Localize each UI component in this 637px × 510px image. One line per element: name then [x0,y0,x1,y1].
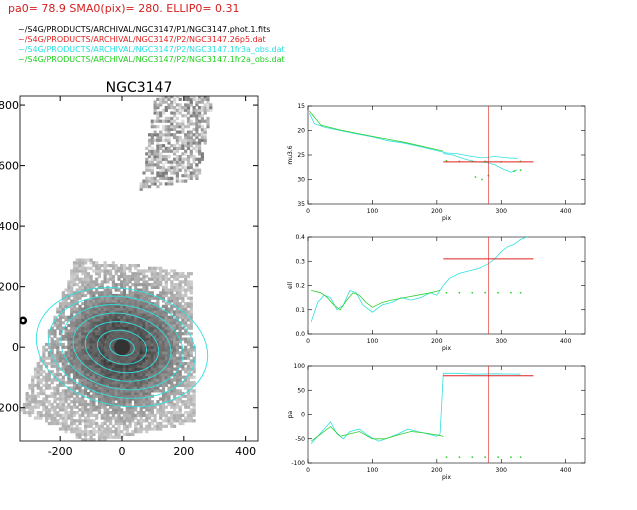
image-ytick-label: 800 [0,99,19,112]
profile-pa-series [310,372,522,459]
file-line-26p5: ~/S4G/PRODUCTS/ARCHIVAL/NGC3147/P2/NGC31… [18,35,266,44]
profile-mu36-xtick-label: 400 [560,208,572,215]
profile-mu36-xtick-label: 100 [367,208,379,215]
profile-pa-ylabel: pa [287,410,294,418]
profile-mu36-ylabel: mu3.6 [287,145,294,164]
profile-ell-point [510,291,512,294]
profile-mu36-ytick-label: 15 [297,103,305,110]
profile-mu36-ytick-label: 20 [297,128,305,135]
isophote-ellipse [35,287,209,408]
image-ytick-label: 0 [12,341,19,354]
bright-star-center [21,319,25,323]
profile-ell-xtick-label: 0 [306,338,310,345]
profile-pa-line [310,426,444,442]
image-ytick-label: 600 [0,160,19,173]
profile-ell-xlabel: pix [442,345,451,352]
profile-pa-point [445,456,448,459]
profile-mu36-line [308,110,444,152]
image-xtick-label: -200 [48,445,73,458]
profile-pa-xtick-label: 100 [367,467,379,474]
profile-pa-point [484,456,487,459]
image-xtick-label: 200 [173,445,194,458]
profile-ell-series [310,236,528,323]
profile-mu36-point [474,176,477,178]
profile-ell-frame [307,236,586,335]
profile-pa-point [471,456,474,459]
profile-ell-xtick-label: 200 [431,338,443,345]
profile-mu36-series [308,110,522,181]
profile-ell-point [497,291,499,294]
profile-ell-point [519,291,522,294]
profile-ell-point [458,291,461,294]
profile-mu36-frame [307,105,586,205]
profile-mu36-point [519,169,522,172]
isophote-ellipse [48,295,196,399]
image-xtick-label: 0 [119,445,126,458]
isophote-ellipse [84,321,160,374]
profile-pa-point [497,456,499,459]
profile-ell-xtick-label: 400 [560,338,572,345]
profile-mu36-xtick-label: 200 [431,208,443,215]
profile-pa-xtick-label: 0 [306,467,310,474]
profile-pa-xtick-label: 200 [431,467,443,474]
image-pixels [20,96,213,441]
profile-ell-point [471,291,474,294]
image-frame [19,95,259,442]
file-line-fr3a: ~/S4G/PRODUCTS/ARCHIVAL/NGC3147/P2/NGC31… [18,45,285,54]
galaxy-image [20,96,213,441]
profile-mu36-point [481,178,483,181]
file-line-fr2a: ~/S4G/PRODUCTS/ARCHIVAL/NGC3147/P2/NGC31… [18,55,285,64]
profile-ell-ytick-label: 0.1 [295,307,305,314]
image-ytick-label: 200 [0,281,19,294]
profile-pa-frame [307,365,586,464]
profile-ell-ytick-label: 0.4 [295,234,305,241]
profile-pa-line [310,372,521,444]
profile-mu36-xtick-label: 0 [306,208,310,215]
profile-pa-xlabel: pix [442,474,451,481]
image-ytick-label: 400 [0,220,19,233]
profile-ell-ytick-label: 0.3 [295,258,305,265]
file-line-phot: ~/S4G/PRODUCTS/ARCHIVAL/NGC3147/P1/NGC31… [18,25,271,34]
isophote-ellipse [109,338,135,357]
profile-pa-ytick-label: 100 [294,363,306,370]
isophote-ellipse [60,304,184,391]
profile-ell-ylabel: ell [287,282,294,289]
profile-ell-point [445,291,448,294]
profile-ell-ytick-label: 0.2 [295,283,305,290]
profile-pa-ytick-label: 0 [301,412,305,419]
profile-mu36-point [513,170,516,173]
profile-ell-xtick-label: 100 [367,338,379,345]
profile-pa-ytick-label: 50 [297,387,305,394]
profile-pa-point [519,456,522,459]
profile-ell-point [484,291,487,294]
profile-ell-ytick-label: 0.0 [295,331,305,338]
profile-mu36-xlabel: pix [442,215,451,222]
isophote-ellipse [72,312,172,382]
profile-pa-xtick-label: 300 [496,467,508,474]
galaxy-nucleus [114,339,130,356]
profile-mu36-point [445,159,448,162]
profile-mu36-ytick-label: 30 [297,177,305,184]
profile-ell-line [311,290,441,311]
profile-pa-point [458,456,461,459]
profile-pa-ytick-label: -50 [295,436,305,443]
image-ytick-label: 200 [0,402,19,415]
header-title: pa0= 78.9 SMA0(pix)= 280. ELLIP0= 0.31 [8,2,240,15]
profile-ell-xtick-label: 300 [496,338,508,345]
profile-mu36-ytick-label: 25 [297,152,305,159]
image-title: NGC3147 [106,80,173,96]
profile-mu36-ytick-label: 35 [297,201,305,208]
profile-mu36-xtick-label: 300 [496,208,508,215]
isophote-ellipse [97,329,147,365]
image-xtick-label: 400 [235,445,256,458]
profile-ell-line [310,236,528,323]
profile-pa-xtick-label: 400 [560,467,572,474]
profile-pa-ytick-label: -100 [291,460,305,467]
profile-mu36-line [443,153,518,173]
profile-pa-point [510,456,512,459]
profile-mu36-line [308,113,518,159]
